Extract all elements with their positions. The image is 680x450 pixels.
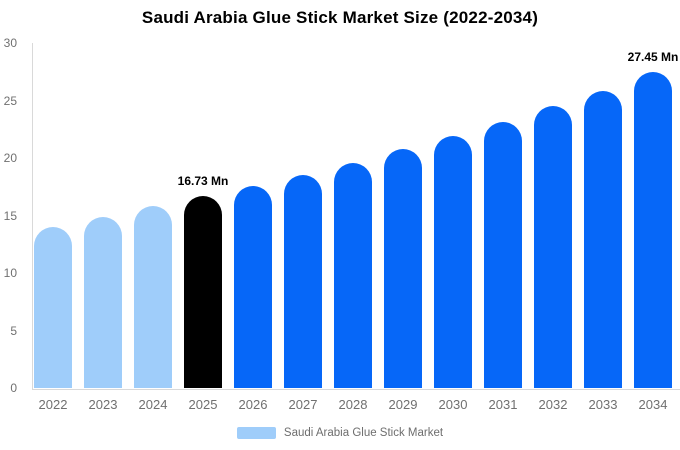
bar-2031 — [484, 122, 522, 388]
legend-swatch — [236, 427, 276, 439]
x-label-2025: 2025 — [188, 397, 218, 412]
y-tick-25: 25 — [3, 93, 17, 108]
x-label-2030: 2030 — [438, 397, 468, 412]
bar-2022 — [34, 227, 72, 388]
bar-2030 — [434, 136, 472, 388]
value-label-2025: 16.73 Mn — [177, 173, 229, 188]
bar-2027 — [284, 175, 322, 388]
y-axis-line — [32, 43, 33, 390]
x-axis-line — [32, 389, 680, 390]
x-label-2022: 2022 — [38, 397, 68, 412]
y-tick-30: 30 — [3, 36, 17, 50]
x-label-2023: 2023 — [88, 397, 118, 412]
x-label-2032: 2032 — [538, 397, 568, 412]
x-label-2024: 2024 — [138, 397, 168, 412]
y-tick-15: 15 — [3, 208, 17, 223]
bar-2024 — [134, 206, 172, 388]
x-label-2026: 2026 — [238, 397, 268, 412]
x-label-2034: 2034 — [638, 397, 668, 412]
bar-2023 — [84, 216, 122, 388]
x-label-2033: 2033 — [588, 397, 618, 412]
y-tick-20: 20 — [3, 151, 17, 165]
x-label-2029: 2029 — [388, 397, 418, 412]
y-tick-10: 10 — [3, 266, 17, 280]
bar-2032 — [534, 106, 572, 388]
legend-label: Saudi Arabia Glue Stick Market — [283, 427, 444, 439]
y-tick-5: 5 — [10, 323, 17, 338]
bar-2028 — [334, 162, 372, 388]
legend: Saudi Arabia Glue Stick Market — [0, 427, 680, 439]
bar-2034 — [634, 72, 672, 388]
x-label-2031: 2031 — [488, 397, 518, 412]
bar-2029 — [384, 148, 422, 388]
chart-title: Saudi Arabia Glue Stick Market Size (202… — [141, 8, 539, 27]
value-label-2034: 27.45 Mn — [627, 50, 679, 65]
y-tick-0: 0 — [10, 381, 17, 395]
x-label-2027: 2027 — [288, 397, 318, 412]
bar-2025 — [184, 195, 222, 388]
bar-2033 — [584, 91, 622, 388]
bar-2026 — [234, 185, 272, 388]
x-label-2028: 2028 — [338, 397, 368, 412]
